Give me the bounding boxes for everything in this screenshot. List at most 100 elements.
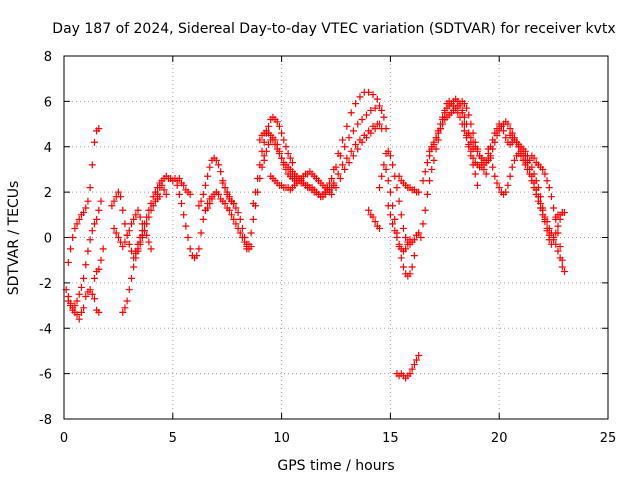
data-point	[119, 206, 127, 214]
data-point	[376, 184, 384, 192]
y-tick-label: 0	[44, 232, 52, 247]
data-point	[275, 147, 283, 155]
data-point	[393, 184, 401, 192]
data-point	[132, 211, 140, 219]
y-tick-label: -4	[39, 322, 52, 337]
x-tick-label: 0	[60, 431, 68, 446]
y-tick-label: -8	[39, 413, 52, 428]
data-point	[550, 204, 558, 212]
data-point	[423, 190, 431, 198]
data-point	[406, 236, 414, 244]
data-point	[493, 131, 501, 139]
data-point	[149, 193, 157, 201]
data-point	[262, 147, 270, 155]
plot-frame	[63, 55, 609, 420]
data-point	[556, 243, 564, 251]
data-point	[345, 134, 353, 142]
data-point	[465, 129, 473, 137]
data-point	[284, 150, 292, 158]
series-track-01	[64, 125, 103, 266]
data-point	[469, 138, 477, 146]
data-point	[378, 106, 386, 114]
series-track-19	[321, 88, 390, 196]
data-point	[219, 179, 227, 187]
data-point	[460, 100, 468, 108]
data-point	[175, 175, 183, 183]
data-point	[328, 175, 336, 183]
data-point	[380, 113, 388, 121]
data-point	[560, 268, 568, 276]
data-point	[208, 195, 216, 203]
data-point	[199, 215, 207, 223]
data-point	[95, 308, 103, 316]
data-point	[554, 247, 562, 255]
data-point	[86, 236, 94, 244]
data-point	[212, 156, 220, 164]
data-point	[386, 152, 394, 160]
data-point	[195, 202, 203, 210]
data-point	[156, 184, 164, 192]
data-point	[121, 304, 129, 312]
data-point	[143, 231, 151, 239]
data-point	[519, 156, 527, 164]
data-point	[258, 163, 266, 171]
data-point	[114, 234, 122, 241]
data-point	[484, 145, 492, 153]
data-point	[489, 163, 497, 171]
data-point	[343, 122, 351, 130]
data-point	[528, 163, 536, 171]
data-point	[358, 138, 366, 146]
data-point	[197, 197, 205, 205]
data-point	[180, 181, 188, 189]
data-point	[415, 229, 423, 237]
data-point	[554, 229, 562, 237]
data-point	[282, 143, 290, 151]
data-point	[241, 234, 249, 241]
data-point	[419, 220, 427, 228]
data-point	[256, 136, 264, 144]
data-point	[560, 209, 568, 217]
data-point	[369, 213, 377, 221]
data-point	[543, 177, 551, 185]
data-point	[343, 154, 351, 162]
data-point	[73, 297, 81, 305]
series-track-14	[249, 113, 296, 207]
data-point	[391, 215, 399, 223]
data-point	[510, 156, 518, 164]
data-point	[367, 129, 375, 137]
data-point	[539, 165, 547, 173]
data-point	[395, 197, 403, 205]
data-point	[214, 161, 222, 169]
data-point	[245, 240, 253, 248]
data-point	[64, 258, 72, 266]
data-point	[465, 111, 473, 119]
data-point	[93, 215, 101, 223]
data-point	[339, 136, 347, 144]
data-point	[77, 283, 85, 291]
data-point	[288, 159, 296, 167]
data-point	[247, 229, 255, 237]
data-point	[182, 222, 190, 230]
data-point	[410, 361, 418, 369]
series-track-26	[395, 172, 423, 196]
data-point	[71, 224, 79, 232]
data-point	[502, 134, 510, 142]
data-point	[73, 311, 81, 319]
data-point	[410, 252, 418, 260]
data-point	[95, 265, 103, 273]
data-point	[460, 113, 468, 121]
data-point	[180, 211, 188, 219]
data-point	[127, 274, 135, 282]
data-point	[260, 152, 268, 160]
chart-title: Day 187 of 2024, Sidereal Day-to-day VTE…	[52, 21, 615, 37]
data-point	[225, 193, 233, 201]
data-point	[373, 95, 381, 103]
data-point	[558, 263, 566, 271]
data-point	[82, 261, 90, 269]
x-tick-label: 10	[273, 431, 290, 446]
data-point	[491, 138, 499, 146]
data-point	[389, 161, 397, 169]
data-point	[491, 172, 499, 180]
data-point	[282, 165, 290, 173]
data-point	[421, 206, 429, 214]
